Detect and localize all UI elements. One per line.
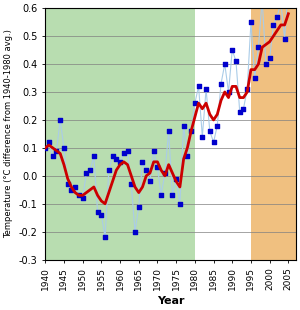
Point — [278, 0, 283, 5]
Point — [275, 14, 280, 19]
Point — [174, 176, 178, 181]
Point — [140, 159, 145, 164]
Point — [263, 62, 268, 67]
Point — [271, 22, 276, 27]
Point — [73, 184, 78, 189]
Point — [230, 48, 235, 53]
Point — [148, 179, 152, 184]
Point — [192, 101, 197, 106]
Point — [155, 165, 160, 170]
Point — [211, 140, 216, 145]
Point — [54, 148, 59, 153]
Point — [185, 154, 190, 159]
Point — [256, 45, 261, 50]
Point — [245, 87, 250, 92]
Point — [260, 0, 265, 2]
Point — [76, 193, 81, 198]
Point — [133, 229, 137, 234]
Point — [46, 140, 51, 145]
Point — [282, 36, 287, 41]
Point — [222, 62, 227, 67]
Point — [196, 84, 201, 89]
Bar — [45, 8, 195, 260]
Point — [103, 235, 107, 240]
Point — [114, 157, 119, 162]
Point — [163, 170, 167, 175]
Point — [80, 196, 85, 201]
Point — [207, 129, 212, 134]
Point — [215, 123, 220, 128]
Point — [125, 148, 130, 153]
Point — [234, 59, 239, 64]
Point — [189, 129, 194, 134]
Point — [267, 56, 272, 61]
Point — [58, 117, 63, 122]
Point — [61, 145, 66, 150]
Point — [241, 106, 246, 111]
Point — [181, 123, 186, 128]
Point — [237, 109, 242, 114]
Y-axis label: Temperature (°C difference from 1940-1980 avg.): Temperature (°C difference from 1940-198… — [4, 29, 13, 238]
Point — [110, 154, 115, 159]
Point — [84, 170, 89, 175]
Point — [170, 193, 175, 198]
Point — [95, 210, 100, 215]
Point — [129, 182, 134, 187]
Point — [88, 168, 92, 173]
Point — [50, 154, 55, 159]
Point — [166, 129, 171, 134]
X-axis label: Year: Year — [157, 296, 184, 306]
Point — [219, 81, 224, 86]
Point — [92, 154, 96, 159]
Point — [99, 212, 104, 217]
Bar — [251, 8, 296, 260]
Point — [136, 204, 141, 209]
Point — [178, 201, 182, 206]
Point — [226, 90, 231, 95]
Point — [118, 159, 122, 164]
Point — [200, 134, 205, 139]
Point — [65, 182, 70, 187]
Point — [159, 193, 164, 198]
Point — [106, 168, 111, 173]
Point — [151, 148, 156, 153]
Point — [144, 168, 148, 173]
Point — [69, 187, 74, 192]
Point — [122, 151, 126, 156]
Point — [204, 87, 208, 92]
Point — [249, 20, 254, 24]
Point — [43, 145, 48, 150]
Point — [252, 76, 257, 81]
